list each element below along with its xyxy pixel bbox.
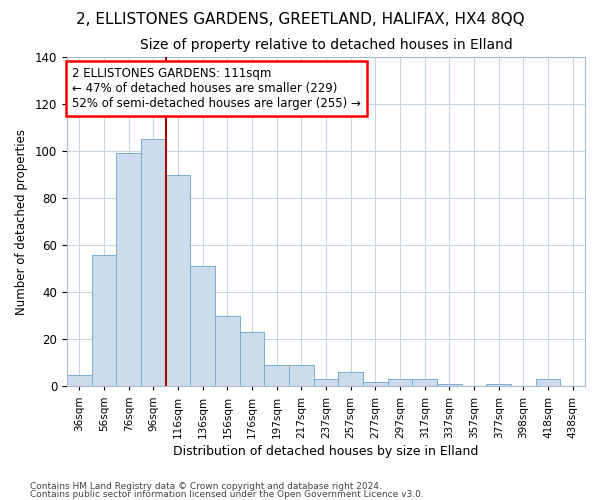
Bar [536,380,560,386]
Bar [289,365,314,386]
Title: Size of property relative to detached houses in Elland: Size of property relative to detached ho… [140,38,512,52]
Text: Contains public sector information licensed under the Open Government Licence v3: Contains public sector information licen… [30,490,424,499]
Bar [363,382,388,386]
Bar [190,266,215,386]
Text: 2 ELLISTONES GARDENS: 111sqm
← 47% of detached houses are smaller (229)
52% of s: 2 ELLISTONES GARDENS: 111sqm ← 47% of de… [72,66,361,110]
Bar [437,384,461,386]
Text: 2, ELLISTONES GARDENS, GREETLAND, HALIFAX, HX4 8QQ: 2, ELLISTONES GARDENS, GREETLAND, HALIFA… [76,12,524,28]
Bar [338,372,363,386]
X-axis label: Distribution of detached houses by size in Elland: Distribution of detached houses by size … [173,444,479,458]
Bar [412,380,437,386]
Bar [388,380,412,386]
Bar [314,380,338,386]
Bar [215,316,239,386]
Bar [92,254,116,386]
Bar [141,139,166,386]
Bar [265,365,289,386]
Bar [116,154,141,386]
Bar [239,332,265,386]
Text: Contains HM Land Registry data © Crown copyright and database right 2024.: Contains HM Land Registry data © Crown c… [30,482,382,491]
Y-axis label: Number of detached properties: Number of detached properties [15,128,28,314]
Bar [487,384,511,386]
Bar [166,174,190,386]
Bar [67,374,92,386]
